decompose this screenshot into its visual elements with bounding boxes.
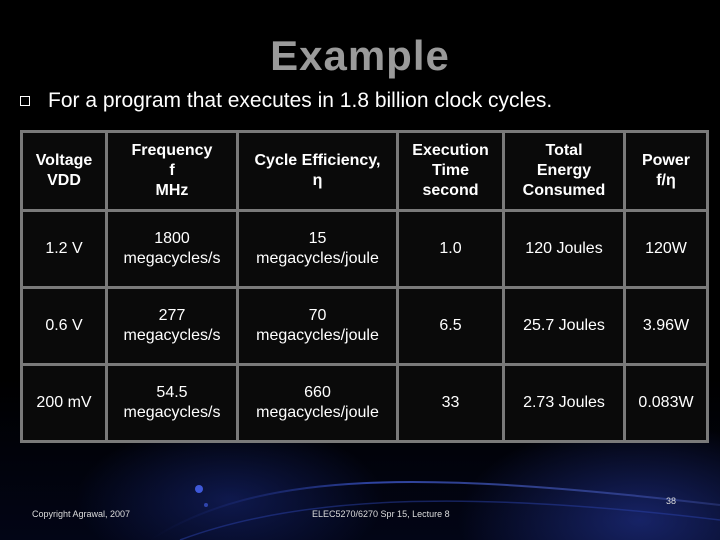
cell-energy: 120 Joules [505,212,623,286]
table-row: 1.2 V 1800 megacycles/s 15 megacycles/jo… [23,212,706,286]
cell-line: megacycles/joule [256,327,379,344]
header-line: Total [545,142,583,159]
bullet-item: For a program that executes in 1.8 billi… [20,86,552,116]
header-line: VDD [47,172,81,189]
cell-line: 120 Joules [525,240,603,257]
header-total-energy: Total Energy Consumed [505,133,623,209]
header-line: Time [431,162,470,179]
header-line: Power [641,152,690,169]
cell-power: 0.083W [626,366,706,440]
swoosh-curve-2 [179,500,720,540]
header-line: Frequency [131,142,213,159]
cell-line: megacycles/joule [256,250,379,267]
cell-voltage: 1.2 V [23,212,105,286]
header-line: f [169,162,175,179]
hollow-square-bullet-icon [20,96,30,106]
cell-energy: 2.73 Joules [505,366,623,440]
cell-line: 1800 [154,230,190,247]
header-line: Consumed [522,182,606,199]
cell-line: megacycles/joule [256,404,379,421]
cell-time: 1.0 [399,212,502,286]
cell-frequency: 277 megacycles/s [108,289,236,363]
cell-efficiency: 660 megacycles/joule [239,366,396,440]
slide-number: 38 [666,496,677,506]
cell-line: 1.2 V [45,240,83,257]
header-line: second [422,182,479,199]
cell-frequency: 1800 megacycles/s [108,212,236,286]
header-voltage: Voltage VDD [23,133,105,209]
cell-frequency: 54.5 megacycles/s [108,366,236,440]
cell-line: 54.5 [156,384,188,401]
cell-time: 6.5 [399,289,502,363]
cell-line: 1.0 [439,240,462,257]
header-frequency: Frequency f MHz [108,133,236,209]
cell-line: megacycles/s [123,250,221,267]
cell-line: 2.73 Joules [523,394,605,411]
cell-line: megacycles/s [123,327,221,344]
cell-line: 15 [308,230,327,247]
cell-efficiency: 15 megacycles/joule [239,212,396,286]
cell-voltage: 0.6 V [23,289,105,363]
header-line: η [312,172,323,189]
cell-line: 25.7 Joules [523,317,605,334]
cell-line: megacycles/s [123,404,221,421]
cell-line: 200 mV [36,394,92,411]
swoosh-curve [149,481,720,540]
cell-line: 0.6 V [45,317,83,334]
cell-line: 660 [304,384,331,401]
header-line: f/η [656,172,676,189]
footer-course: ELEC5270/6270 Spr 15, Lecture 8 [312,509,450,519]
table-header-row: Voltage VDD Frequency f MHz Cycle Effici… [23,133,706,209]
header-line: Cycle Efficiency, [254,152,381,169]
cell-power: 120W [626,212,706,286]
table-row: 200 mV 54.5 megacycles/s 660 megacycles/… [23,366,706,440]
cell-line: 70 [308,307,327,324]
swoosh-dot-small [204,503,208,507]
results-table: Voltage VDD Frequency f MHz Cycle Effici… [20,130,709,443]
slide-title: Example [270,32,450,79]
header-power: Power f/η [626,133,706,209]
header-line: Execution [412,142,489,159]
cell-line: 277 [158,307,186,324]
table-row: 0.6 V 277 megacycles/s 70 megacycles/jou… [23,289,706,363]
cell-line: 0.083W [638,394,694,411]
cell-line: 6.5 [439,317,462,334]
header-line: MHz [155,182,189,199]
cell-voltage: 200 mV [23,366,105,440]
header-cycle-efficiency: Cycle Efficiency, η [239,133,396,209]
swoosh-dot [195,485,203,493]
header-line: Voltage [35,152,93,169]
cell-efficiency: 70 megacycles/joule [239,289,396,363]
cell-line: 33 [441,394,460,411]
header-execution-time: Execution Time second [399,133,502,209]
cell-power: 3.96W [626,289,706,363]
header-line: Energy [536,162,592,179]
cell-energy: 25.7 Joules [505,289,623,363]
cell-time: 33 [399,366,502,440]
bullet-text: For a program that executes in 1.8 billi… [48,89,553,112]
cell-line: 3.96W [642,317,690,334]
cell-line: 120W [645,240,687,257]
footer-copyright: Copyright Agrawal, 2007 [32,509,131,519]
